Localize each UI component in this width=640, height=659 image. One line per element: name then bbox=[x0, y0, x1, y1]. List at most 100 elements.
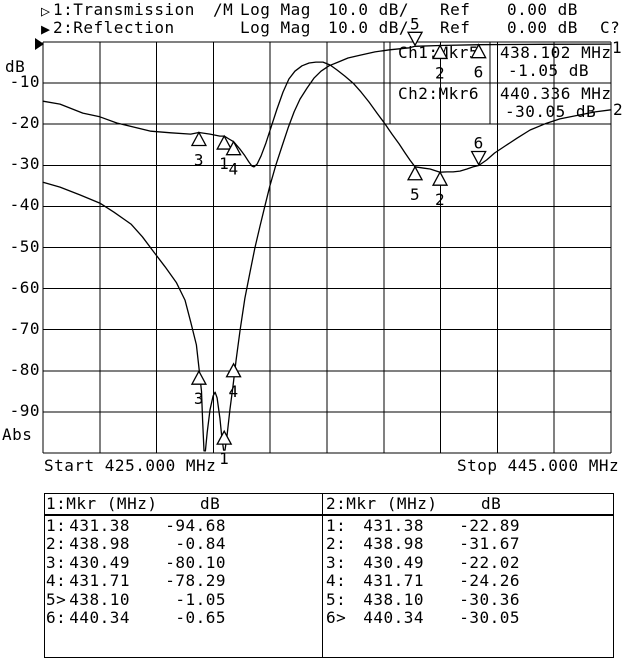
marker-row-1-value: -94.68 bbox=[165, 516, 226, 535]
channel1-title: 1:Transmission bbox=[53, 0, 195, 19]
marker-row-1-number: 1: bbox=[46, 516, 67, 535]
marker-row-6-value: -30.05 bbox=[459, 608, 520, 627]
marker-row-1-frequency: 431.38 bbox=[69, 516, 130, 535]
y-axis-tick-label: -10 bbox=[9, 72, 40, 91]
marker-row-3-number: 3: bbox=[46, 553, 67, 572]
marker-row-6-frequency: 440.34 bbox=[363, 608, 424, 627]
marker-6-ch2-label: 6 bbox=[474, 134, 484, 153]
channel2-arrow-icon: ▶ bbox=[41, 20, 51, 38]
marker-row-5-value: -1.05 bbox=[175, 590, 226, 609]
channel1-scale: 10.0 dB/ bbox=[328, 0, 410, 19]
channel2-ref-label: Ref bbox=[440, 18, 471, 37]
marker-6-ch1-label: 6 bbox=[474, 63, 484, 82]
marker-row-6-value: -0.65 bbox=[175, 608, 226, 627]
infobox-ch2-marker-freq: 440.336 MHz bbox=[500, 84, 612, 103]
marker-2-ch2-label: 2 bbox=[435, 190, 445, 209]
infobox-ch2-marker-label: Ch2:Mkr6 bbox=[398, 84, 480, 103]
abs-units-label: Abs bbox=[2, 425, 33, 444]
marker-3-ch2-label: 3 bbox=[194, 151, 204, 170]
channel1-arrow-icon: ▷ bbox=[41, 2, 51, 20]
y-axis-tick-label: -40 bbox=[9, 195, 40, 214]
marker-table-ch1-unit: dB bbox=[200, 494, 221, 513]
marker-3-ch1-triangle-icon bbox=[190, 369, 208, 385]
marker-row-2-number: 2: bbox=[46, 534, 67, 553]
channel2-title: 2:Reflection bbox=[53, 18, 175, 37]
marker-row-5-frequency: 438.10 bbox=[69, 590, 130, 609]
y-axis-unit-label: dB bbox=[5, 57, 26, 76]
marker-row-2-number: 2: bbox=[326, 534, 347, 553]
marker-5-ch2-label: 5 bbox=[410, 185, 420, 204]
marker-1-ch2-triangle-icon bbox=[216, 134, 233, 150]
y-axis-tick-label: -50 bbox=[9, 237, 40, 256]
marker-row-3-value: -80.10 bbox=[165, 553, 226, 572]
marker-row-3-number: 3: bbox=[326, 553, 347, 572]
marker-2-ch1-label: 2 bbox=[435, 63, 445, 82]
marker-row-4-frequency: 431.71 bbox=[363, 571, 424, 590]
channel2-format: Log Mag bbox=[240, 18, 311, 37]
infobox-ch1-marker-freq: 438.102 MHz bbox=[500, 43, 612, 62]
marker-6-ch2-triangle-icon bbox=[470, 150, 487, 166]
marker-table-ch2-title: 2:Mkr (MHz) bbox=[326, 494, 438, 513]
y-axis-tick-label: -20 bbox=[9, 113, 40, 132]
marker-row-4-number: 4: bbox=[326, 571, 347, 590]
marker-3-ch2-triangle-icon bbox=[190, 131, 208, 147]
y-axis-tick-label: -70 bbox=[9, 319, 40, 338]
marker-4-ch1-triangle-icon bbox=[225, 362, 242, 378]
marker-row-2-frequency: 438.98 bbox=[69, 534, 130, 553]
channel1-math-mode: /M bbox=[213, 0, 234, 19]
y-axis-tick-label: -80 bbox=[9, 360, 40, 379]
marker-table-ch1-header-rule bbox=[45, 514, 322, 516]
channel2-ref-value: 0.00 dB bbox=[507, 18, 578, 37]
channel2-scale: 10.0 dB/ bbox=[328, 18, 410, 37]
y-axis-tick-label: -30 bbox=[9, 154, 40, 173]
marker-3-ch1-label: 3 bbox=[194, 389, 204, 408]
marker-row-1-value: -22.89 bbox=[459, 516, 520, 535]
marker-5-ch2-triangle-icon bbox=[406, 165, 424, 181]
marker-row-6-frequency: 440.34 bbox=[69, 608, 130, 627]
marker-4-ch2-triangle-icon bbox=[225, 140, 242, 156]
ref-level-arrow-icon bbox=[35, 38, 44, 50]
marker-row-5-frequency: 438.10 bbox=[363, 590, 424, 609]
marker-row-2-value: -0.84 bbox=[175, 534, 226, 553]
marker-5-ch1-label: 5 bbox=[410, 14, 420, 33]
marker-row-3-value: -22.02 bbox=[459, 553, 520, 572]
marker-row-4-frequency: 431.71 bbox=[69, 571, 130, 590]
marker-row-4-number: 4: bbox=[46, 571, 67, 590]
marker-row-5-number: 5> bbox=[46, 590, 67, 609]
marker-table-ch2: 2:Mkr (MHz) dB 1: 431.38 -22.89 2: 438.98 -31… bbox=[322, 493, 614, 658]
infobox-ch2-marker-value: -30.05 dB bbox=[505, 102, 597, 121]
cal-status-badge: C? bbox=[600, 18, 621, 37]
marker-row-2-value: -31.67 bbox=[459, 534, 520, 553]
marker-row-6-number: 6> bbox=[326, 608, 347, 627]
marker-4-ch1-label: 4 bbox=[228, 382, 238, 401]
marker-row-3-frequency: 430.49 bbox=[69, 553, 130, 572]
marker-row-4-value: -78.29 bbox=[165, 571, 226, 590]
marker-table-ch1: 1:Mkr (MHz) dB 1: 431.38 -94.68 2: 438.98 -0.… bbox=[44, 493, 323, 658]
y-axis-tick-label: -90 bbox=[9, 401, 40, 420]
marker-table-ch2-header-rule bbox=[323, 514, 613, 516]
marker-row-3-frequency: 430.49 bbox=[363, 553, 424, 572]
marker-1-ch2-label: 1 bbox=[219, 154, 229, 173]
channel1-ref-label: Ref bbox=[440, 0, 471, 19]
marker-row-5-value: -30.36 bbox=[459, 590, 520, 609]
marker-2-ch2-triangle-icon bbox=[431, 170, 449, 186]
channel1-format: Log Mag bbox=[240, 0, 311, 19]
x-axis-start-label: Start 425.000 MHz bbox=[44, 456, 217, 475]
marker-row-2-frequency: 438.98 bbox=[363, 534, 424, 553]
marker-row-1-frequency: 431.38 bbox=[363, 516, 424, 535]
marker-row-1-number: 1: bbox=[326, 516, 347, 535]
y-axis-tick-label: -60 bbox=[9, 278, 40, 297]
trace1-end-label: 1 bbox=[612, 38, 623, 57]
marker-table-ch2-unit: dB bbox=[481, 494, 502, 513]
marker-row-4-value: -24.26 bbox=[459, 571, 520, 590]
marker-4-ch2-label: 4 bbox=[228, 160, 238, 179]
marker-row-6-number: 6: bbox=[46, 608, 67, 627]
marker-row-5-number: 5: bbox=[326, 590, 347, 609]
infobox-ch1-marker-label: Ch1:Mkr5 bbox=[398, 43, 480, 62]
marker-table-ch1-title: 1:Mkr (MHz) bbox=[46, 494, 158, 513]
channel1-ref-value: 0.00 dB bbox=[507, 0, 578, 19]
marker-1-ch1-triangle-icon bbox=[216, 429, 233, 445]
trace2-end-label: 2 bbox=[613, 100, 624, 119]
x-axis-stop-label: Stop 445.000 MHz bbox=[457, 456, 620, 475]
